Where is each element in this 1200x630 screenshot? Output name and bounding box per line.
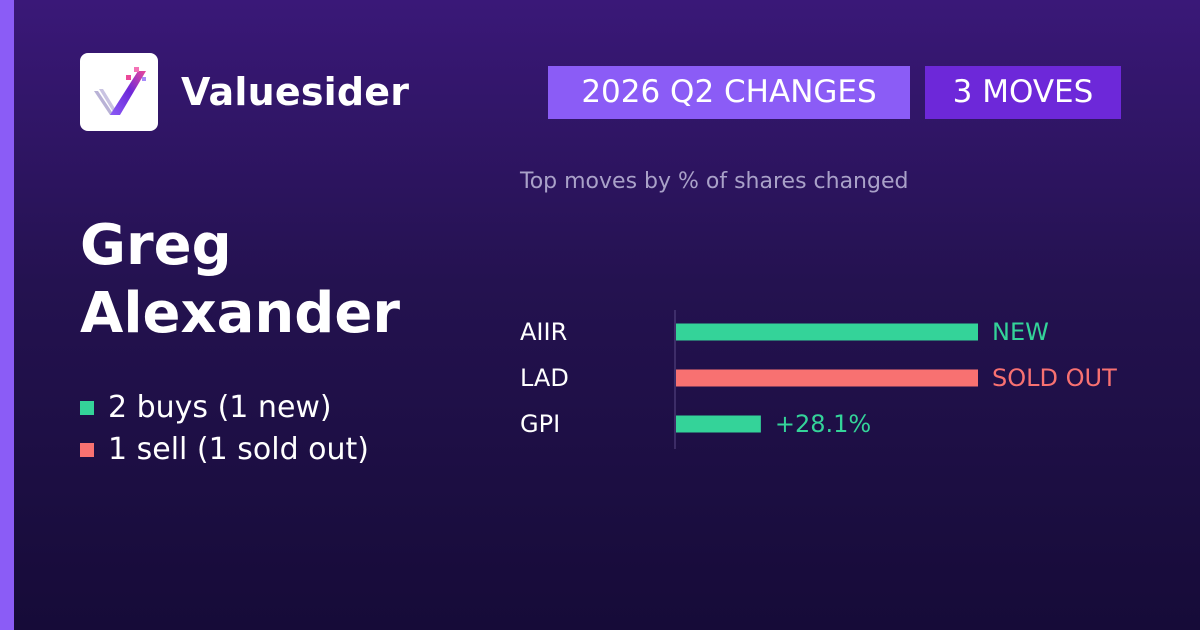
summary-buys-text: 2 buys (1 new)	[108, 390, 332, 425]
category-label: AIIR	[520, 318, 567, 346]
investor-name: Greg Alexander	[80, 212, 500, 348]
bar-aiir	[676, 323, 978, 341]
accent-bar	[0, 0, 14, 630]
value-label: +28.1%	[775, 410, 871, 438]
valuesider-logo-icon[interactable]	[80, 53, 158, 131]
investor-first-name: Greg	[80, 213, 232, 278]
category-label: LAD	[520, 364, 569, 392]
category-label: GPI	[520, 410, 560, 438]
value-label: SOLD OUT	[992, 364, 1117, 392]
bar-lad	[676, 369, 978, 387]
bar-gpi	[676, 415, 761, 433]
moves-bar-chart: AIIR NEW LAD SOLD OUT GPI +28.1%	[520, 310, 1117, 449]
value-label: NEW	[992, 318, 1049, 346]
moves-count-badge: 3 MOVES	[925, 66, 1121, 119]
summary-sells-text: 1 sell (1 sold out)	[108, 432, 369, 467]
brand-name: Valuesider	[181, 70, 410, 114]
quarter-badge: 2026 Q2 CHANGES	[548, 66, 910, 119]
buy-swatch-icon	[80, 401, 94, 415]
chart-title: Top moves by % of shares changed	[520, 169, 909, 194]
investor-last-name: Alexander	[80, 281, 400, 346]
sell-swatch-icon	[80, 443, 94, 457]
